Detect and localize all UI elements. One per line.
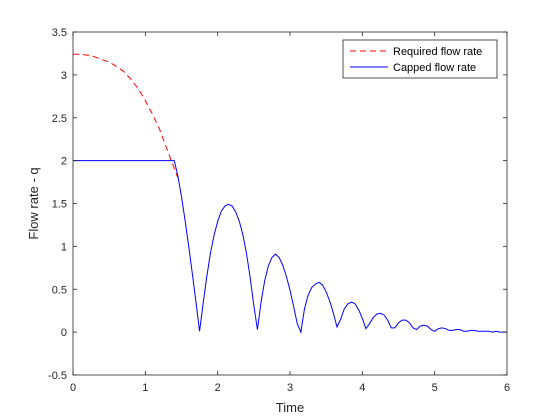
x-tick-label: 4 [359,382,365,394]
x-tick-label: 5 [432,382,438,394]
legend: Required flow rate Capped flow rate [342,39,498,79]
x-tick-label: 0 [70,382,76,394]
tick-labels: 0 1 2 3 4 5 6-0.500.511.522.533.5 [48,27,510,394]
x-tick-label: 2 [215,382,221,394]
y-tick-label: 2 [61,156,67,168]
x-tick-label: 1 [142,382,148,394]
x-axis-label: Time [276,400,304,415]
plot-area [73,53,507,334]
x-tick-label: 3 [287,382,293,394]
y-tick-label: 0 [61,327,67,339]
y-tick-label: 1 [61,241,67,253]
series-line-1 [73,160,507,334]
legend-box [342,39,498,79]
x-tick-label: 6 [504,382,510,394]
legend-label-required: Required flow rate [393,46,482,58]
y-tick-label: 2.5 [52,113,67,125]
y-tick-label: 3.5 [52,27,67,39]
legend-label-capped: Capped flow rate [393,62,476,74]
y-tick-label: 1.5 [52,199,67,211]
y-tick-label: 0.5 [52,284,67,296]
series-line-0 [73,53,179,178]
y-axis-label: Flow rate - q [26,167,41,239]
y-tick-label: 3 [61,70,67,82]
y-tick-label: -0.5 [48,370,67,382]
axes [72,31,508,376]
